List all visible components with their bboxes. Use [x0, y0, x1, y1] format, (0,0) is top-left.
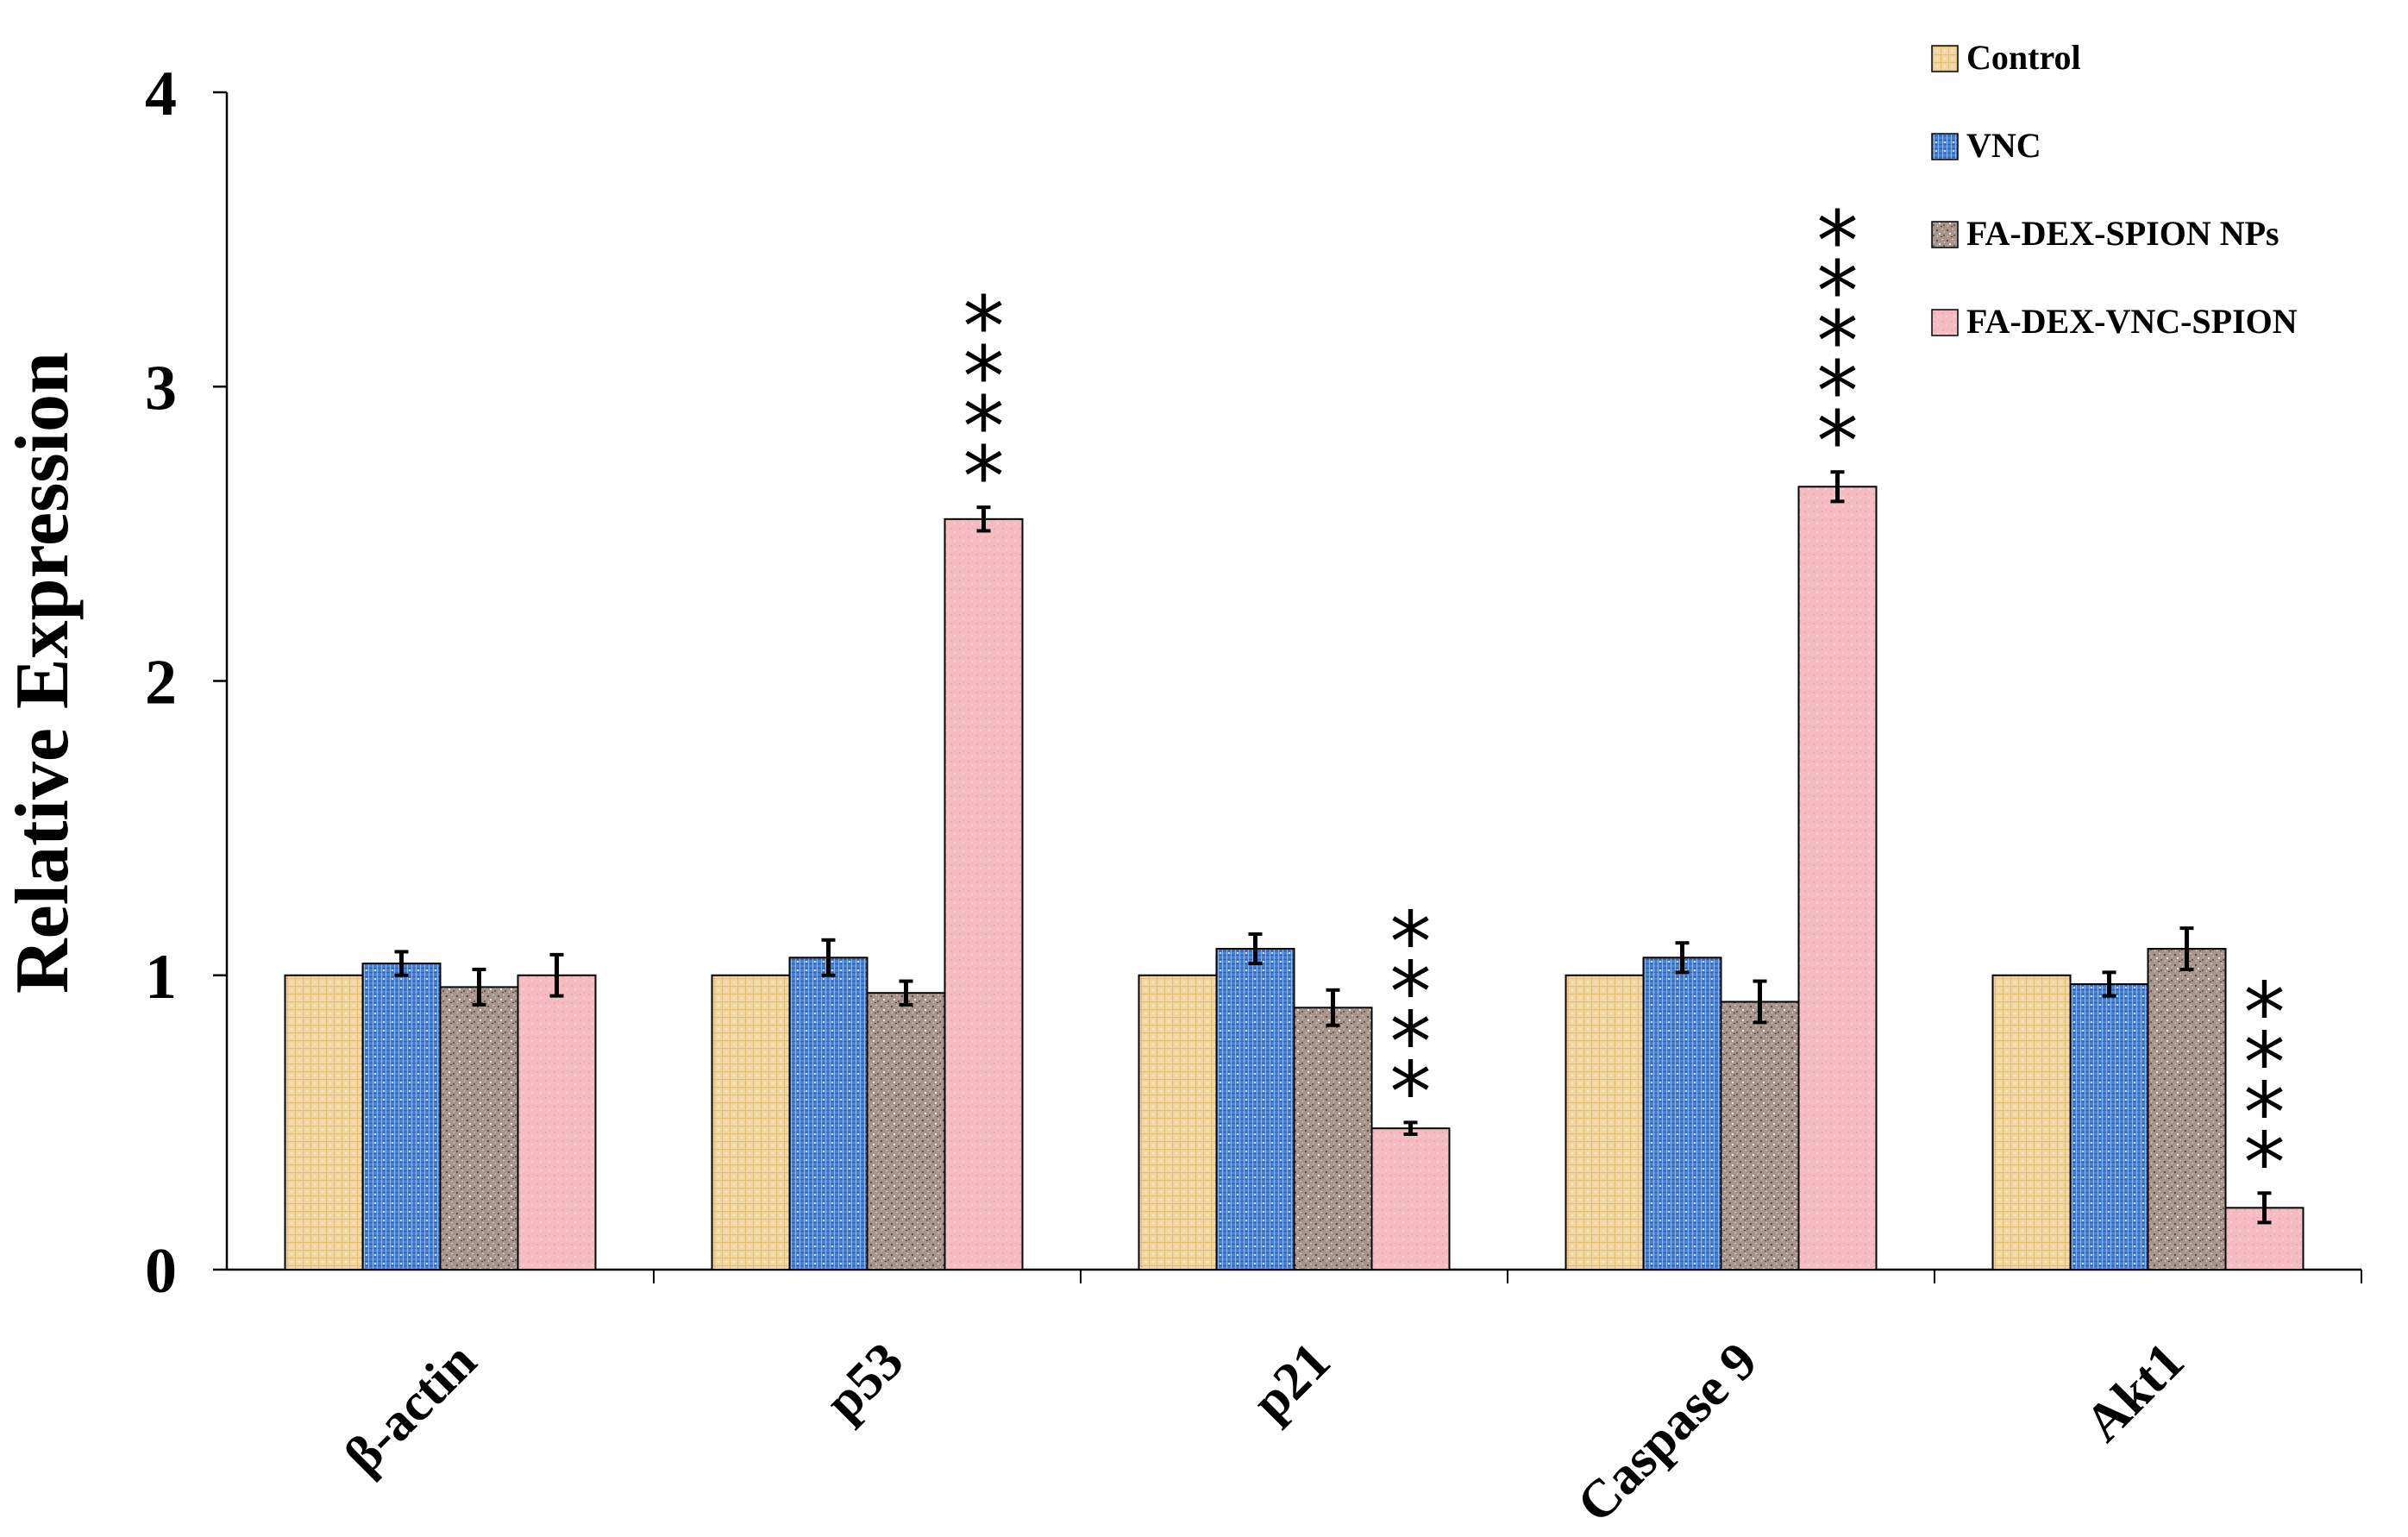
y-axis-label: Relative Expression — [1, 352, 85, 994]
bar-vnc-2 — [1215, 948, 1295, 1270]
significance-asterisk: * — [1817, 293, 1859, 390]
y-tick-label: 3 — [145, 353, 177, 423]
significance-asterisk: * — [1390, 994, 1432, 1090]
y-tick-label: 2 — [145, 648, 177, 718]
legend-swatch — [1931, 133, 1959, 160]
significance-asterisk: * — [963, 379, 1005, 475]
bar-control-2 — [1138, 974, 1218, 1270]
bar-vnc-1 — [788, 957, 869, 1271]
bar-fa-dex-spion-nps-1 — [866, 992, 946, 1270]
legend-swatch — [1931, 221, 1959, 248]
significance-asterisk: * — [1390, 894, 1432, 990]
bar-control-4 — [1991, 974, 2072, 1270]
x-category-label: p21 — [1241, 1332, 1341, 1432]
significance-asterisk: * — [963, 329, 1005, 425]
significance-asterisk: * — [1390, 1044, 1432, 1140]
significance-layer: ***************** — [963, 193, 2286, 1211]
legend-swatch — [1931, 45, 1959, 72]
bar-fa-dex-vnc-spion-1 — [944, 518, 1024, 1270]
bar-fa-dex-spion-nps-4 — [2147, 948, 2227, 1270]
category-labels-layer: β-actin p53 p21 Caspase 9 Akt1 — [334, 1332, 2196, 1534]
significance-asterisk: * — [1390, 944, 1432, 1040]
bar-control-1 — [711, 974, 791, 1270]
legend-swatch — [1931, 309, 1959, 336]
significance-asterisk: * — [963, 429, 1005, 525]
y-tick-label: 1 — [145, 942, 177, 1013]
x-category-label: p53 — [814, 1332, 914, 1432]
bar-fa-dex-vnc-spion-2 — [1370, 1127, 1451, 1270]
bar-control-3 — [1565, 974, 1645, 1270]
significance-asterisk: * — [1817, 393, 1859, 490]
bar-fa-dex-spion-nps-3 — [1720, 1001, 1800, 1271]
significance-asterisk: * — [2244, 1014, 2286, 1111]
significance-asterisk: * — [2244, 964, 2286, 1061]
bar-fa-dex-spion-nps-2 — [1293, 1007, 1373, 1270]
bar-vnc-4 — [2069, 982, 2149, 1271]
bars-layer — [284, 486, 2305, 1271]
y-tick-label: 0 — [145, 1236, 177, 1307]
bar-fa-dex-spion-nps-0 — [439, 986, 519, 1271]
legend-label: FA-DEX-SPION NPs — [1966, 214, 2279, 253]
bar-control-0 — [284, 974, 364, 1270]
legend-label: VNC — [1966, 126, 2041, 165]
bar-fa-dex-vnc-spion-0 — [517, 974, 597, 1270]
significance-asterisk: * — [2244, 1064, 2286, 1161]
x-category-label: Caspase 9 — [1566, 1332, 1768, 1533]
x-category-label: β-actin — [334, 1332, 487, 1485]
legend: Control VNC FA-DEX-SPION NPs FA-DEX-VNC-SPI… — [1931, 38, 2298, 341]
bar-fa-dex-vnc-spion-3 — [1797, 486, 1878, 1270]
bar-vnc-0 — [361, 963, 442, 1270]
significance-asterisk: * — [1817, 193, 1859, 290]
error-bars-layer — [394, 470, 2272, 1225]
y-tick-label: 4 — [145, 59, 177, 129]
bar-vnc-3 — [1642, 957, 1722, 1271]
tick-layer: 0 1 2 3 4 — [145, 59, 2362, 1307]
significance-asterisk: * — [963, 279, 1005, 375]
significance-asterisk: * — [1817, 243, 1859, 340]
x-category-label: Akt1 — [2074, 1332, 2196, 1453]
significance-asterisk: * — [2244, 1114, 2286, 1211]
legend-label: Control — [1966, 38, 2081, 77]
legend-label: FA-DEX-VNC-SPION — [1966, 302, 2298, 341]
significance-asterisk: * — [1817, 343, 1859, 440]
